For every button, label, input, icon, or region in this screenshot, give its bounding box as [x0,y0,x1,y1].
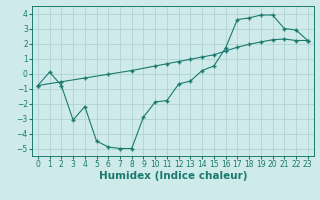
X-axis label: Humidex (Indice chaleur): Humidex (Indice chaleur) [99,171,247,181]
